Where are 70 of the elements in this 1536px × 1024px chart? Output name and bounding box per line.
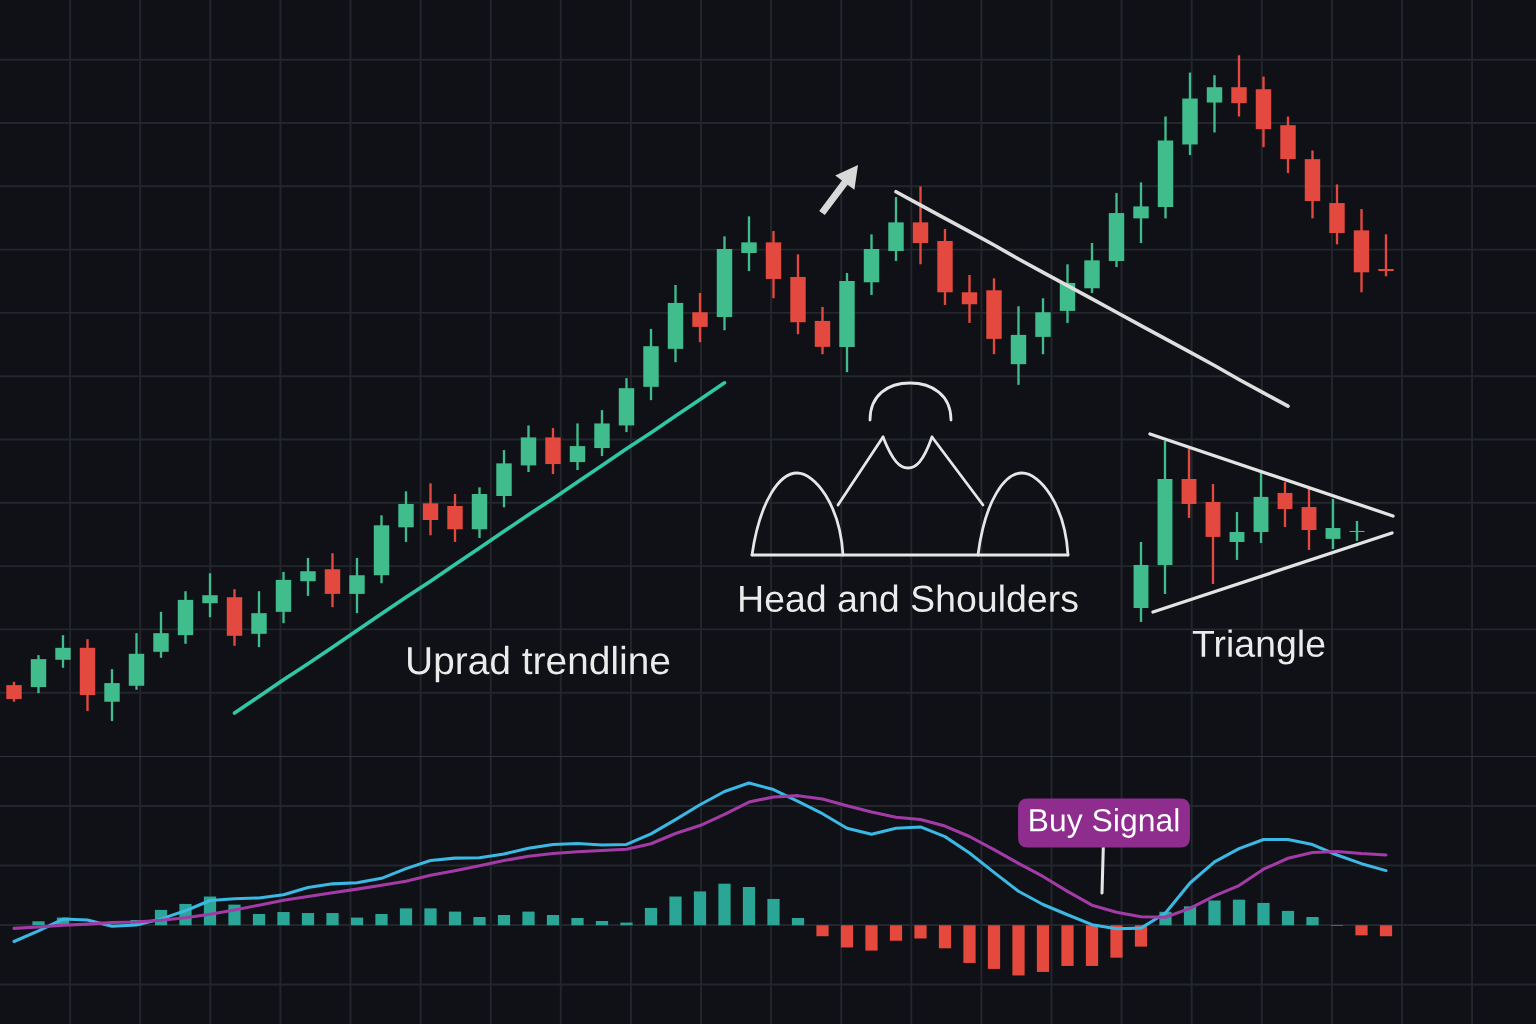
candlestick (300, 556, 316, 598)
candlestick (1325, 497, 1341, 551)
candlestick (961, 273, 978, 325)
bar (963, 925, 976, 963)
bar (473, 917, 486, 926)
bar (448, 911, 462, 926)
bar (1085, 925, 1099, 966)
bar (1257, 902, 1270, 926)
bar (424, 908, 437, 926)
candlestick (1301, 487, 1317, 552)
candlestick (104, 667, 120, 723)
bar (522, 911, 535, 926)
annotation: Uprad trendline (408, 645, 670, 683)
candlestick (741, 215, 757, 273)
bar (399, 908, 413, 926)
bar (865, 925, 878, 951)
bar (1110, 925, 1123, 958)
candlestick (1229, 510, 1245, 562)
bar (326, 913, 339, 926)
bar (1306, 917, 1319, 926)
bar (693, 891, 707, 926)
candlestick (912, 185, 929, 266)
candlestick (349, 556, 365, 615)
candlestick (55, 633, 71, 669)
candlestick (1378, 233, 1394, 278)
bar (1012, 925, 1025, 976)
bar (1036, 925, 1050, 972)
bar (644, 907, 658, 926)
bar (767, 898, 780, 926)
bar (938, 925, 952, 949)
bar (375, 914, 388, 926)
bar (1232, 899, 1246, 926)
bar (277, 912, 290, 926)
bar (669, 896, 682, 926)
candlestick (6, 680, 22, 703)
bar (914, 925, 927, 939)
candlestick (1133, 181, 1149, 245)
candlestick (202, 572, 218, 619)
bar (1355, 925, 1368, 936)
candlestick (1277, 480, 1293, 529)
bar (742, 886, 756, 926)
bar (987, 925, 1001, 969)
candlestick (569, 422, 586, 472)
candlestick (153, 610, 169, 659)
bar (301, 913, 315, 926)
bar (571, 918, 584, 926)
bar (791, 918, 805, 926)
bar (497, 915, 511, 926)
annotation: Buy Signal (1030, 808, 1179, 838)
candlestick (398, 490, 414, 544)
candlestick (251, 590, 267, 649)
candlestick (1206, 74, 1223, 134)
candlestick (692, 291, 708, 344)
bar (595, 921, 609, 926)
bar (1061, 925, 1074, 966)
candlestick (1231, 54, 1247, 118)
candlestick (447, 492, 463, 544)
annotation: Triangle (1192, 629, 1325, 665)
bar (816, 925, 829, 937)
bar (32, 921, 45, 926)
bar (1281, 910, 1295, 926)
bar (889, 925, 903, 941)
bar (718, 883, 731, 926)
bar (840, 925, 854, 948)
bar (252, 914, 266, 926)
annotation: Head and Shoulders (740, 584, 1078, 613)
bar (1208, 900, 1221, 926)
bar (1379, 925, 1393, 937)
bar (546, 915, 560, 926)
candlestick (422, 482, 439, 537)
